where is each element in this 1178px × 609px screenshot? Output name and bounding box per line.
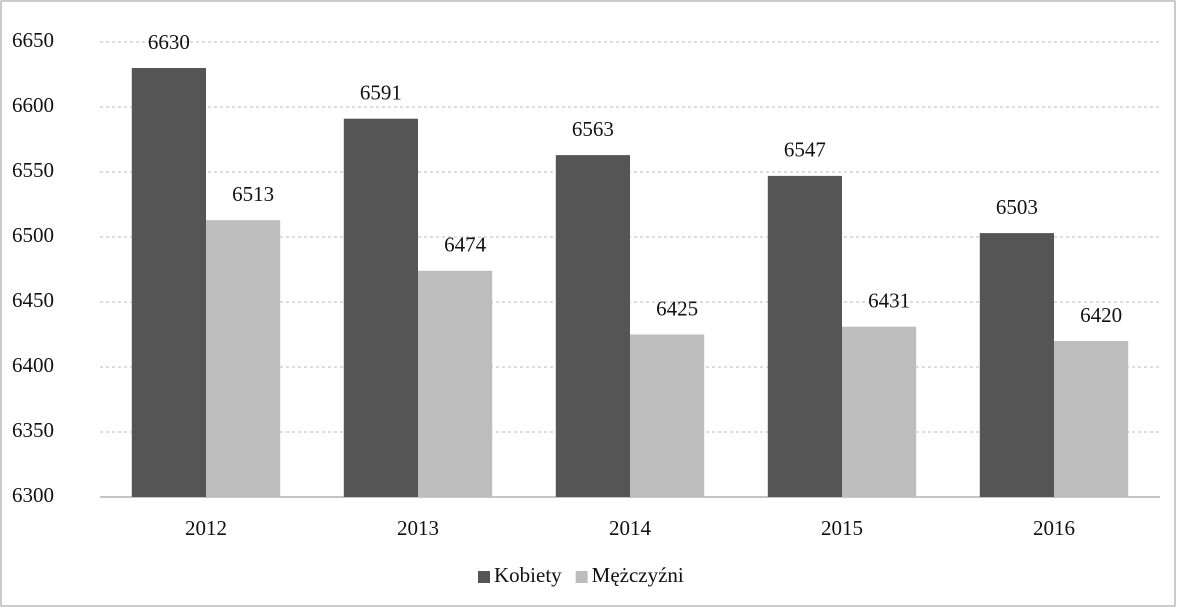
bar bbox=[842, 326, 917, 497]
data-label: 6474 bbox=[444, 233, 487, 257]
x-tick-label: 2014 bbox=[609, 516, 652, 540]
bar bbox=[979, 233, 1054, 497]
y-tick-label: 6350 bbox=[12, 418, 54, 442]
data-label: 6630 bbox=[148, 30, 190, 54]
x-tick-label: 2016 bbox=[1033, 516, 1075, 540]
data-label: 6431 bbox=[868, 289, 910, 313]
bar bbox=[343, 118, 418, 497]
y-tick-label: 6600 bbox=[12, 93, 54, 117]
data-label: 6591 bbox=[360, 81, 402, 105]
legend-swatch bbox=[478, 571, 490, 583]
bar bbox=[767, 175, 842, 497]
bar bbox=[206, 220, 281, 497]
data-label: 6420 bbox=[1080, 303, 1122, 327]
y-tick-label: 6400 bbox=[12, 353, 54, 377]
legend-swatch bbox=[575, 571, 588, 583]
data-label: 6503 bbox=[996, 195, 1038, 219]
y-tick-label: 6650 bbox=[12, 28, 54, 52]
y-tick-label: 6300 bbox=[12, 483, 54, 507]
bar bbox=[418, 270, 493, 497]
bar bbox=[1054, 341, 1129, 497]
legend-label: Kobiety bbox=[494, 563, 562, 587]
x-tick-label: 2015 bbox=[821, 516, 863, 540]
data-label: 6513 bbox=[232, 182, 274, 206]
bar bbox=[630, 334, 705, 497]
y-tick-label: 6450 bbox=[12, 288, 54, 312]
data-label: 6563 bbox=[572, 117, 614, 141]
x-tick-label: 2013 bbox=[397, 516, 439, 540]
bar bbox=[555, 155, 630, 497]
y-tick-label: 6500 bbox=[12, 223, 54, 247]
y-tick-label: 6550 bbox=[12, 158, 54, 182]
x-tick-label: 2012 bbox=[185, 516, 227, 540]
legend-label: Mężczyźni bbox=[592, 563, 684, 587]
data-label: 6425 bbox=[656, 296, 698, 320]
data-label: 6547 bbox=[784, 138, 826, 162]
bar bbox=[131, 68, 206, 497]
